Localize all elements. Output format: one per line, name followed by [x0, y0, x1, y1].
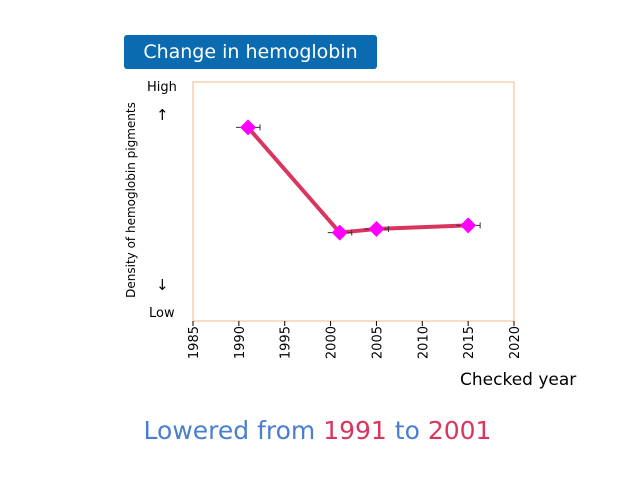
data-point — [368, 220, 385, 237]
plot-frame — [192, 81, 515, 322]
data-point — [240, 119, 257, 136]
series-group — [236, 119, 481, 241]
caption-text-2: to — [386, 416, 428, 445]
chart-title: Change in hemoglobin — [124, 35, 377, 69]
data-point — [460, 217, 477, 234]
arrow-up-icon: ↑ — [156, 106, 169, 124]
x-tick-label: 2010 — [416, 326, 431, 359]
caption-text-1: Lowered from — [143, 416, 324, 445]
x-tick-label: 2000 — [325, 326, 340, 359]
x-axis-title: Checked year — [460, 370, 577, 390]
x-tick-label: 2005 — [370, 326, 385, 359]
y-axis-low-label: Low — [149, 306, 175, 321]
x-tick-label: 1995 — [279, 326, 294, 359]
caption-year-1: 1991 — [323, 416, 387, 445]
caption: Lowered from 1991 to 2001 — [0, 416, 635, 445]
x-tick-label: 2020 — [508, 326, 523, 359]
arrow-down-icon: ↓ — [156, 276, 169, 294]
x-tick-label: 2015 — [462, 326, 477, 359]
y-axis-high-label: High — [147, 80, 177, 95]
x-tick-group: 1985 1990 1995 2000 2005 2010 2015 2020 — [187, 321, 523, 359]
x-tick-label: 1990 — [233, 326, 248, 359]
caption-year-2: 2001 — [427, 416, 492, 445]
series-line — [246, 126, 469, 235]
x-tick-label: 1985 — [187, 326, 202, 359]
data-point — [331, 224, 348, 241]
